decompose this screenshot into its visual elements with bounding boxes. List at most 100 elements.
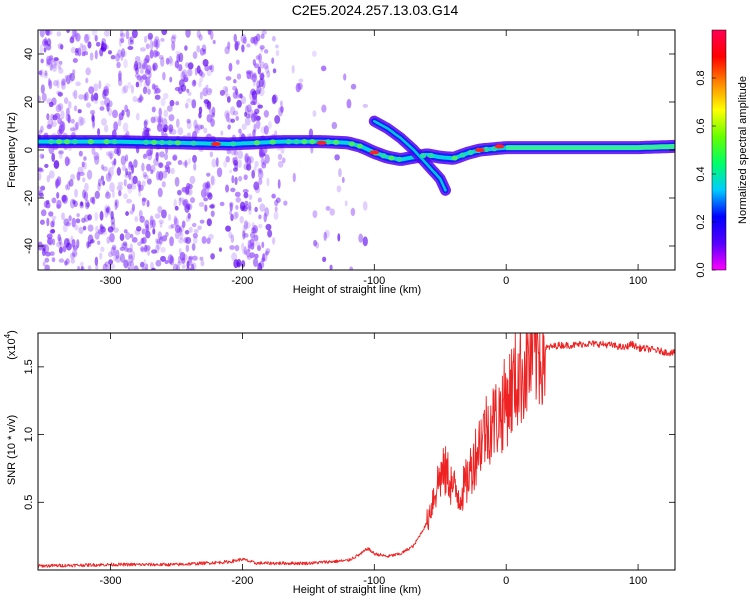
spectrogram-noise-cell: [117, 181, 124, 187]
spectrogram-noise-cell: [191, 243, 196, 251]
spectrogram-noise-cell: [252, 129, 256, 137]
spectrogram-noise-cell: [94, 190, 100, 199]
spectrogram-noise-cell: [271, 94, 277, 105]
spectrogram-noise-cell: [225, 225, 229, 231]
spectrogram-noise-cell: [81, 161, 85, 168]
spectrogram-noise-cell: [157, 115, 162, 125]
spectrogram-noise-cell: [172, 263, 179, 270]
spectrogram-noise-cell: [124, 232, 131, 240]
spectrogram-noise-cell: [211, 158, 217, 168]
spectrogram-noise-cell: [38, 192, 44, 198]
spectrogram-noise-cell: [46, 174, 51, 183]
spectrogram-noise-cell: [120, 155, 127, 166]
spectrogram-noise-cell: [91, 30, 98, 37]
spectrogram-noise-cell: [243, 192, 249, 199]
spectrogram-noise-cell: [185, 102, 189, 109]
spectrogram-noise-cell: [142, 86, 148, 95]
spectrogram-noise-cell: [169, 255, 175, 266]
spectrogram-noise-cell: [71, 30, 77, 37]
spectrogram-noise-cell: [165, 57, 170, 65]
spectrogram-noise-cell: [247, 239, 252, 249]
spectrogram-noise-cell: [154, 36, 160, 42]
spectrogram-noise-cell: [230, 118, 235, 123]
spectrogram-noise-cell: [200, 124, 204, 130]
spectrogram-noise-cell: [118, 190, 122, 197]
spectrogram-noise-cell: [38, 129, 43, 135]
spectrogram-noise-cell: [186, 120, 192, 130]
spectrogram-noise-cell: [277, 153, 283, 161]
spectrogram-noise-cell: [198, 201, 205, 207]
spectrogram-noise-cell: [168, 55, 173, 64]
spectrogram-noise-cell: [120, 37, 125, 44]
spectrogram-noise-cell: [99, 223, 103, 229]
spectrogram-noise-cell: [83, 33, 89, 44]
spectrogram-noise-cell: [107, 251, 113, 258]
spectrogram-noise-cell: [282, 157, 286, 164]
spectrogram-noise-cell: [141, 62, 148, 70]
spectrogram-noise-cell: [39, 30, 45, 38]
spectrogram-noise-cell: [153, 158, 159, 166]
spectrogram-noise-cell: [76, 213, 80, 218]
spectrogram-noise-cell: [104, 191, 111, 199]
spectrogram-noise-cell: [145, 263, 149, 270]
spectrogram-noise-cell: [129, 233, 134, 239]
spectrogram-noise-cell: [235, 40, 241, 46]
spectrogram-noise-cell: [80, 261, 84, 267]
spectrogram-ridge-cell: [269, 139, 276, 145]
spectrogram-noise-cell: [78, 226, 84, 235]
spectrogram-noise-cell: [210, 210, 215, 217]
spectrogram-noise-cell: [256, 85, 262, 95]
spectrogram-noise-cell: [206, 172, 211, 177]
spectrogram-noise-cell: [200, 260, 205, 267]
spectrogram-noise-cell: [241, 260, 246, 268]
spectrogram-noise-cell: [119, 246, 125, 251]
spectrogram-noise-cell: [173, 217, 179, 227]
spectrogram-noise-cell: [144, 130, 150, 137]
spectrogram-noise-cell: [183, 77, 189, 83]
spectrogram-noise-cell: [87, 41, 92, 49]
spectrogram-noise-cell: [158, 162, 163, 168]
spectrogram-noise-cell: [43, 200, 48, 208]
spectrogram-noise-cell: [174, 231, 180, 240]
spectrogram-noise-cell: [261, 30, 267, 35]
spectrogram-noise-cell: [128, 171, 132, 181]
spectrogram-noise-cell: [241, 123, 247, 130]
spectrogram-noise-cell: [114, 199, 118, 206]
spectrogram-noise-cell: [58, 246, 63, 254]
spectrogram-noise-cell: [46, 38, 52, 47]
spectrogram-noise-cell: [144, 69, 151, 76]
spectrogram-noise-cell: [178, 237, 184, 244]
spectrogram-noise-cell: [188, 213, 192, 221]
spectrogram-noise-cell: [329, 264, 333, 270]
spectrogram-noise-cell: [129, 36, 134, 43]
snr-x-tick-label: -200: [231, 575, 253, 587]
spectrogram-noise-cell: [253, 35, 259, 46]
spectrogram-noise-cell: [261, 162, 267, 169]
spectrogram-noise-cell: [255, 119, 261, 130]
spectrogram-noise-cell: [191, 262, 197, 270]
spectrogram-noise-cell: [95, 264, 99, 270]
spectrogram-noise-cell: [113, 254, 118, 262]
spectrogram-noise-cell: [106, 205, 111, 216]
spectrogram-peak: [369, 150, 380, 155]
snr-y-multiplier-exp: 4: [3, 333, 12, 338]
spectrogram-noise-cell: [320, 65, 327, 72]
spectrogram-noise-cell: [72, 57, 78, 63]
spectrogram-noise-cell: [44, 257, 50, 263]
spectrogram-noise-cell: [42, 38, 48, 47]
spectrogram-noise-cell: [170, 223, 175, 229]
spectrogram-x-tick-label: -300: [100, 275, 122, 287]
spectrogram-noise-cell: [53, 57, 59, 62]
spectrogram-ridge-cell: [356, 143, 363, 149]
spectrogram-noise-cell: [118, 72, 122, 82]
spectrogram-noise-cell: [157, 118, 164, 128]
spectrogram-noise-cell: [275, 197, 281, 204]
spectrogram-noise-cell: [260, 33, 265, 39]
spectrogram-noise-cell: [115, 255, 121, 263]
spectrogram-noise-cell: [145, 230, 151, 239]
spectrogram-noise-cell: [66, 242, 72, 251]
spectrogram-noise-cell: [75, 218, 81, 224]
snr-x-tick-label: 0: [503, 575, 509, 587]
spectrogram-noise-cell: [82, 225, 87, 231]
spectrogram-noise-cell: [243, 163, 249, 171]
